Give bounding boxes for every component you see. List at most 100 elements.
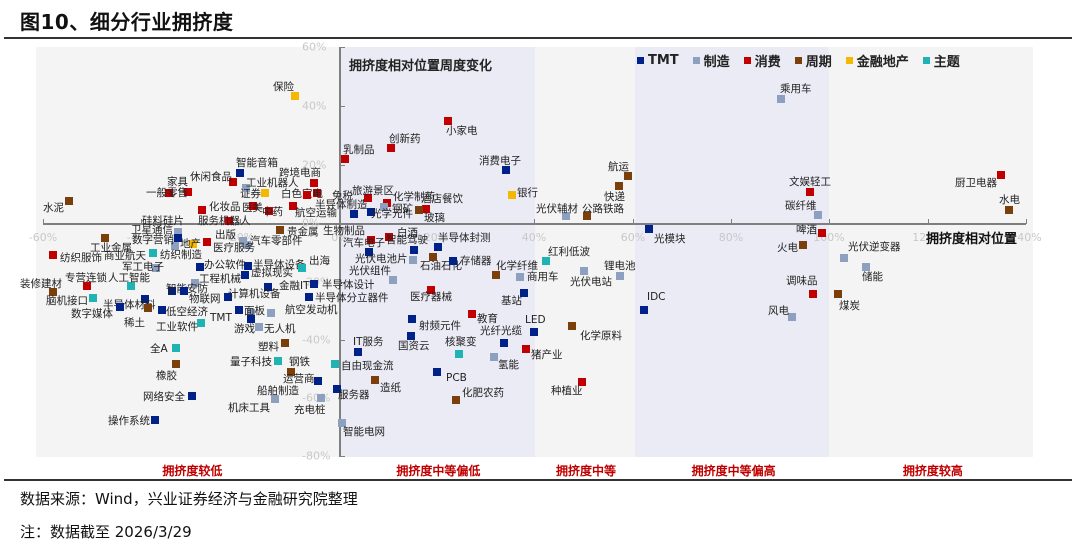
data-point-marker[interactable]: [434, 243, 442, 251]
data-point-marker[interactable]: [152, 264, 160, 272]
data-point-marker[interactable]: [127, 282, 135, 290]
data-point-marker[interactable]: [578, 378, 586, 386]
data-point-marker[interactable]: [172, 344, 180, 352]
data-point-marker[interactable]: [189, 240, 197, 248]
data-point-marker[interactable]: [333, 385, 341, 393]
data-point-marker[interactable]: [1005, 206, 1013, 214]
data-point-marker[interactable]: [624, 172, 632, 180]
data-point-marker[interactable]: [168, 287, 176, 295]
data-point-marker[interactable]: [516, 273, 524, 281]
data-point-marker[interactable]: [508, 191, 516, 199]
data-point-marker[interactable]: [367, 236, 375, 244]
data-point-marker[interactable]: [338, 419, 346, 427]
data-point-marker[interactable]: [247, 309, 255, 317]
data-point-marker[interactable]: [407, 332, 415, 340]
data-point-marker[interactable]: [777, 95, 785, 103]
legend-item[interactable]: TMT: [637, 51, 679, 70]
data-point-marker[interactable]: [317, 394, 325, 402]
legend-item[interactable]: 周期: [794, 51, 832, 70]
legend-item[interactable]: 主题: [922, 51, 960, 70]
data-point-marker[interactable]: [287, 368, 295, 376]
data-point-marker[interactable]: [385, 233, 393, 241]
data-point-marker[interactable]: [365, 248, 373, 256]
data-point-marker[interactable]: [188, 392, 196, 400]
data-point-marker[interactable]: [806, 188, 814, 196]
data-point-marker[interactable]: [367, 208, 375, 216]
data-point-marker[interactable]: [331, 360, 339, 368]
data-point-marker[interactable]: [433, 368, 441, 376]
data-point-marker[interactable]: [310, 280, 318, 288]
data-point-marker[interactable]: [101, 234, 109, 242]
data-point-marker[interactable]: [490, 353, 498, 361]
data-point-marker[interactable]: [249, 202, 257, 210]
data-point-marker[interactable]: [341, 155, 349, 163]
data-point-marker[interactable]: [265, 207, 273, 215]
data-point-marker[interactable]: [49, 251, 57, 259]
data-point-marker[interactable]: [580, 267, 588, 275]
data-point-marker[interactable]: [616, 272, 624, 280]
data-point-marker[interactable]: [427, 286, 435, 294]
data-point-marker[interactable]: [814, 211, 822, 219]
data-point-marker[interactable]: [530, 328, 538, 336]
data-point-marker[interactable]: [444, 117, 452, 125]
data-point-marker[interactable]: [305, 293, 313, 301]
data-point-marker[interactable]: [224, 293, 232, 301]
data-point-marker[interactable]: [387, 144, 395, 152]
data-point-marker[interactable]: [65, 197, 73, 205]
data-point-marker[interactable]: [522, 345, 530, 353]
data-point-marker[interactable]: [314, 377, 322, 385]
data-point-marker[interactable]: [184, 188, 192, 196]
data-point-marker[interactable]: [141, 295, 149, 303]
data-point-marker[interactable]: [151, 416, 159, 424]
data-point-marker[interactable]: [350, 210, 358, 218]
data-point-marker[interactable]: [542, 257, 550, 265]
data-point-marker[interactable]: [281, 339, 289, 347]
data-point-marker[interactable]: [468, 310, 476, 318]
data-point-marker[interactable]: [389, 276, 397, 284]
data-point-marker[interactable]: [380, 203, 388, 211]
data-point-marker[interactable]: [197, 319, 205, 327]
data-point-marker[interactable]: [313, 189, 321, 197]
data-point-marker[interactable]: [116, 303, 124, 311]
data-point-marker[interactable]: [274, 357, 282, 365]
data-point-marker[interactable]: [834, 290, 842, 298]
data-point-marker[interactable]: [174, 234, 182, 242]
data-point-marker[interactable]: [144, 304, 152, 312]
legend-item[interactable]: 金融地产: [845, 51, 909, 70]
data-point-marker[interactable]: [364, 194, 372, 202]
data-point-marker[interactable]: [562, 212, 570, 220]
data-point-marker[interactable]: [291, 92, 299, 100]
data-point-marker[interactable]: [799, 241, 807, 249]
data-point-marker[interactable]: [409, 256, 417, 264]
data-point-marker[interactable]: [229, 178, 237, 186]
data-point-marker[interactable]: [410, 246, 418, 254]
data-point-marker[interactable]: [242, 184, 250, 192]
data-point-marker[interactable]: [255, 323, 263, 331]
data-point-marker[interactable]: [520, 289, 528, 297]
data-point-marker[interactable]: [862, 263, 870, 271]
data-point-marker[interactable]: [354, 348, 362, 356]
data-point-marker[interactable]: [203, 238, 211, 246]
data-point-marker[interactable]: [452, 396, 460, 404]
data-point-marker[interactable]: [241, 271, 249, 279]
data-point-marker[interactable]: [149, 249, 157, 257]
data-point-marker[interactable]: [235, 306, 243, 314]
data-point-marker[interactable]: [236, 169, 244, 177]
data-point-marker[interactable]: [172, 360, 180, 368]
data-point-marker[interactable]: [180, 287, 188, 295]
data-point-marker[interactable]: [303, 191, 311, 199]
data-point-marker[interactable]: [267, 309, 275, 317]
data-point-marker[interactable]: [500, 339, 508, 347]
data-point-marker[interactable]: [455, 350, 463, 358]
data-point-marker[interactable]: [840, 254, 848, 262]
data-point-marker[interactable]: [198, 206, 206, 214]
data-point-marker[interactable]: [244, 262, 252, 270]
data-point-marker[interactable]: [492, 271, 500, 279]
data-point-marker[interactable]: [310, 179, 318, 187]
data-point-marker[interactable]: [809, 290, 817, 298]
data-point-marker[interactable]: [191, 279, 199, 287]
data-point-marker[interactable]: [264, 283, 272, 291]
data-point-marker[interactable]: [158, 306, 166, 314]
data-point-marker[interactable]: [615, 182, 623, 190]
data-point-marker[interactable]: [174, 228, 182, 236]
